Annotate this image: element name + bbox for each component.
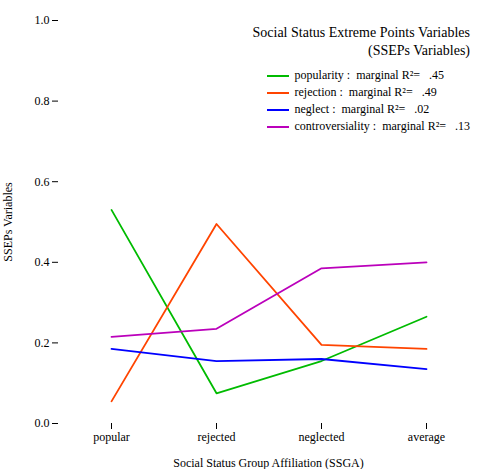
svg-text:1.0: 1.0 [35,13,50,27]
svg-text:rejected: rejected [198,430,236,444]
html-text:neglect : marginal R²= .02: neglect : marginal R²= .02 [294,102,430,116]
svg-text:0.6: 0.6 [35,175,50,189]
html-text:controversiality : marginal R²: controversiality : marginal R²= .13 [294,119,470,133]
svg-text:neglected: neglected [299,430,345,444]
svg-text:SSEPs Variables: SSEPs Variables [1,182,15,262]
html-text:(SSEPs Variables): (SSEPs Variables) [368,42,470,58]
svg-text:Social Status Group Affiliatio: Social Status Group Affiliation (SSGA) [173,456,363,469]
html-text:popularity : marginal R²= .45: popularity : marginal R²= .45 [294,68,444,82]
html-text:rejection : marginal R²= .49: rejection : marginal R²= .49 [294,85,437,99]
html-text:Social Status Extreme Points V: Social Status Extreme Points Variables [252,25,470,40]
svg-text:0.8: 0.8 [35,94,50,108]
svg-text:average: average [408,430,445,444]
svg-text:0.2: 0.2 [35,336,50,350]
svg-text:0.0: 0.0 [35,416,50,430]
svg-text:0.4: 0.4 [35,255,50,269]
svg-text:popular: popular [93,430,130,444]
